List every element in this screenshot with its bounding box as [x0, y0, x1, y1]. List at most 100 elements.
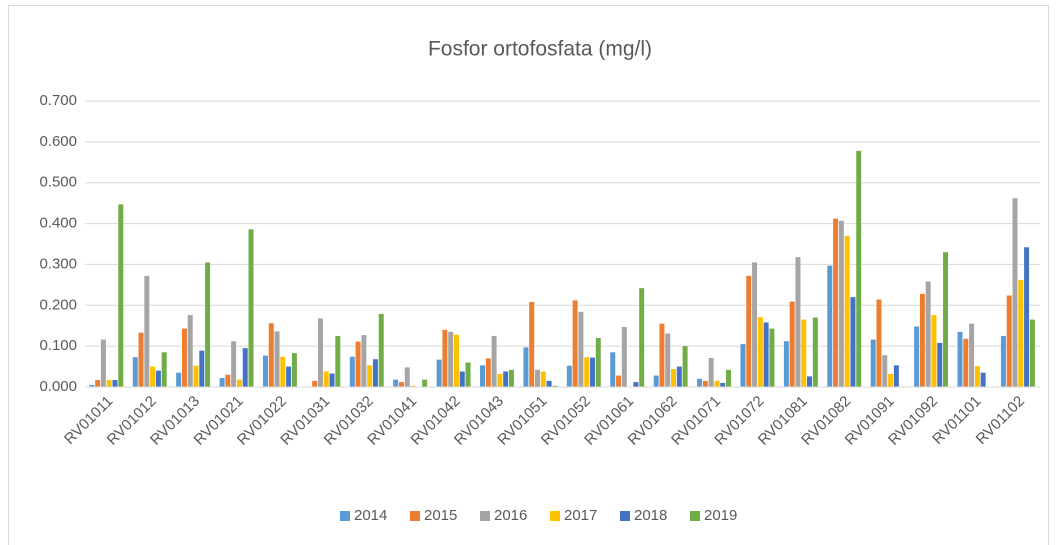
legend-swatch: [340, 511, 350, 521]
bar: [1006, 295, 1012, 387]
bar: [870, 339, 876, 387]
bar: [783, 341, 789, 387]
bar: [242, 348, 248, 387]
legend-swatch: [690, 511, 700, 521]
bar: [546, 380, 552, 387]
bar: [291, 353, 297, 387]
bar: [459, 371, 465, 387]
bar: [448, 331, 454, 387]
bar: [112, 380, 118, 387]
bar: [268, 323, 274, 387]
y-tick-label: 0.600: [39, 133, 77, 150]
legend-label: 2017: [564, 507, 597, 524]
bar: [118, 204, 124, 387]
bar: [262, 355, 268, 387]
bar: [349, 356, 355, 387]
bar: [323, 371, 329, 387]
bar: [888, 373, 894, 387]
bar: [633, 382, 639, 387]
bar: [529, 302, 535, 387]
bar: [653, 375, 659, 387]
bar: [708, 357, 714, 387]
bar: [199, 350, 205, 387]
bar: [931, 315, 937, 387]
bar: [974, 366, 980, 387]
bar: [720, 382, 726, 387]
bar: [150, 366, 156, 387]
bar: [378, 313, 384, 387]
bar: [540, 371, 546, 387]
legend-label: 2018: [634, 507, 667, 524]
bar: [155, 370, 161, 387]
bar: [957, 331, 963, 387]
bar: [876, 299, 882, 387]
bar: [138, 332, 144, 387]
bar: [187, 315, 193, 387]
bar: [100, 339, 106, 387]
bar: [838, 220, 844, 387]
bar: [769, 328, 775, 387]
bar: [508, 369, 514, 387]
bar: [181, 328, 187, 387]
bar: [919, 293, 925, 387]
bar: [789, 301, 795, 387]
bar: [702, 380, 708, 387]
bar: [795, 257, 801, 387]
bar: [882, 355, 888, 387]
bar: [943, 252, 949, 387]
bar: [523, 347, 529, 387]
bar: [1000, 335, 1006, 387]
bar: [856, 150, 862, 387]
bar: [453, 334, 459, 387]
bar: [621, 326, 627, 387]
bar: [329, 373, 335, 387]
bar: [969, 323, 975, 387]
bar: [1018, 279, 1024, 387]
bar: [697, 378, 703, 387]
bar: [161, 352, 167, 387]
legend-label: 2016: [494, 507, 527, 524]
bar: [312, 380, 318, 387]
bar: [552, 385, 558, 387]
bar: [367, 365, 373, 387]
bar: [578, 311, 584, 387]
bar: [442, 329, 448, 387]
bar: [763, 322, 769, 387]
chart-title: Fosfor ortofosfata (mg/l): [428, 38, 652, 61]
legend-swatch: [480, 511, 490, 521]
bar: [248, 229, 254, 387]
bar: [726, 369, 731, 387]
bar: [106, 380, 112, 387]
bar: [812, 317, 818, 387]
bar: [833, 218, 839, 387]
legend-swatch: [620, 511, 630, 521]
bar: [807, 376, 813, 387]
bar: [659, 323, 665, 387]
bar: [752, 262, 758, 387]
bar: [497, 373, 503, 387]
bar: [355, 341, 361, 387]
bar: [404, 367, 410, 387]
legend-swatch: [410, 511, 420, 521]
bar: [937, 342, 943, 387]
bar: [616, 375, 622, 387]
bar: [850, 297, 856, 387]
legend-swatch: [550, 511, 560, 521]
bar: [95, 380, 101, 387]
bar: [89, 384, 95, 387]
bar: [393, 379, 399, 387]
bar: [280, 356, 286, 387]
bar: [676, 366, 682, 387]
legend-label: 2014: [354, 507, 387, 524]
bar: [535, 369, 540, 387]
bar: [980, 372, 986, 387]
bar: [480, 365, 486, 387]
y-tick-label: 0.200: [39, 296, 77, 313]
chart-border: [8, 5, 1049, 545]
bar: [801, 319, 807, 387]
bar: [422, 379, 428, 387]
bar: [893, 365, 899, 387]
bar: [176, 372, 182, 387]
bar: [1029, 319, 1035, 387]
bar: [714, 380, 720, 387]
